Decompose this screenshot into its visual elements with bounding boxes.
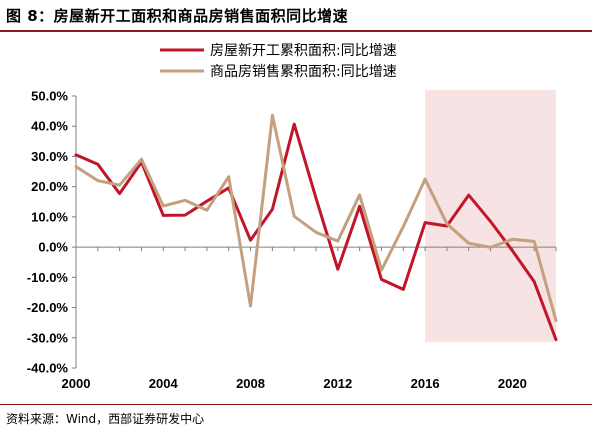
x-tick-label: 2004 — [149, 376, 179, 391]
y-tick-label: 20.0% — [31, 179, 68, 194]
title-underline — [0, 30, 592, 32]
x-tick-label: 2000 — [62, 376, 91, 391]
series-layer — [74, 113, 558, 342]
y-tick-label: 0.0% — [38, 240, 68, 255]
x-tick-label: 2012 — [323, 376, 352, 391]
legend-label-2: 商品房销售累积面积:同比增速 — [210, 64, 397, 80]
line-chart: -40.0% -30.0% -20.0% -10.0% 0.0% 10.0% 20.0% 30… — [27, 43, 558, 391]
y-tick-label: -10.0% — [27, 270, 69, 285]
source-note: 资料来源：Wind，西部证券研发中心 — [6, 412, 205, 426]
y-tick-label: -30.0% — [27, 330, 69, 345]
y-tick-label: -20.0% — [27, 300, 69, 315]
x-tick-label: 2008 — [236, 376, 265, 391]
axes-layer: -40.0% -30.0% -20.0% -10.0% 0.0% 10.0% 20.0% 30… — [27, 89, 557, 391]
y-tick-label: 40.0% — [31, 119, 68, 134]
series-line-2 — [74, 113, 558, 323]
series-line-1 — [74, 122, 558, 342]
figure-title: 图 8：房屋新开工面积和商品房销售面积同比增速 — [6, 7, 349, 25]
y-tick-label: -40.0% — [27, 361, 69, 376]
x-tick-label: 2016 — [411, 376, 440, 391]
legend-label-1: 房屋新开工累积面积:同比增速 — [210, 43, 397, 59]
y-tick-label: 30.0% — [31, 149, 68, 164]
y-tick-label: 10.0% — [31, 209, 68, 224]
x-tick-label: 2020 — [498, 376, 527, 391]
shaded-region-layer — [425, 89, 556, 343]
source-divider — [0, 404, 592, 405]
shaded-forecast-region — [425, 89, 556, 343]
y-tick-label: 50.0% — [31, 89, 68, 104]
